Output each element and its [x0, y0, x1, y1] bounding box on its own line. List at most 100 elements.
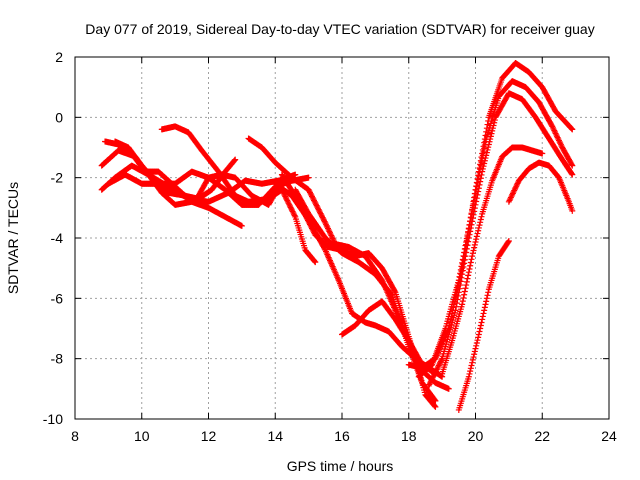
data-point [473, 339, 480, 346]
data-point [464, 275, 471, 282]
data-point [431, 396, 438, 403]
data-point [471, 208, 478, 215]
grid [75, 57, 609, 419]
data-point [318, 211, 325, 218]
data-point [434, 365, 441, 372]
data-point [485, 141, 492, 148]
series-track-14 [425, 90, 576, 389]
data-point [475, 188, 482, 195]
data-point [466, 231, 473, 238]
data-point [469, 359, 476, 366]
data-point [486, 138, 493, 145]
y-tick-label: -8 [51, 351, 64, 367]
data-point [306, 221, 313, 228]
data-point [305, 218, 312, 225]
data-point [285, 200, 292, 207]
data-point [305, 174, 312, 181]
data-point [491, 117, 498, 124]
data-point [464, 242, 471, 249]
data-point [480, 310, 487, 317]
data-point [465, 269, 472, 276]
data-point [470, 247, 477, 254]
data-point [469, 253, 476, 260]
data-point [476, 222, 483, 229]
data-point [310, 229, 317, 236]
data-point [477, 325, 484, 332]
data-point [569, 162, 576, 169]
data-point [320, 217, 327, 224]
data-point [284, 197, 291, 204]
data-point [453, 300, 460, 307]
data-point [320, 215, 327, 222]
data-point [568, 170, 575, 177]
data-point [467, 228, 474, 235]
data-point [284, 198, 291, 205]
data-point [467, 262, 474, 269]
data-point [568, 125, 575, 132]
series-track-13 [415, 78, 576, 380]
data-point [461, 256, 468, 263]
x-tick-label: 20 [468, 428, 484, 444]
y-axis-label: SDTVAR / TECUs [5, 182, 21, 294]
data-point [505, 239, 512, 246]
data-point [467, 368, 474, 375]
data-point [463, 282, 470, 289]
data-point [437, 358, 444, 365]
data-point [469, 250, 476, 257]
data-point [462, 253, 469, 260]
y-tick-label: -10 [43, 411, 63, 427]
data-point [231, 157, 238, 164]
data-point [459, 298, 466, 305]
data-point [473, 195, 480, 202]
y-tick-label: -6 [51, 290, 64, 306]
data-point [478, 159, 485, 166]
data-point [310, 228, 317, 235]
data-point [306, 220, 313, 227]
data-point [289, 208, 296, 215]
data-point [482, 155, 489, 162]
data-point [481, 160, 488, 167]
data-point [475, 227, 482, 234]
data-point [445, 385, 452, 392]
data-point [465, 373, 472, 380]
series-track-12 [405, 60, 576, 371]
x-tick-label: 16 [334, 428, 350, 444]
data-point [314, 205, 321, 212]
data-point [321, 218, 328, 225]
data-point [316, 209, 323, 216]
data-point [312, 201, 319, 208]
data-point [321, 245, 328, 252]
data-point [431, 370, 438, 377]
data-point [312, 200, 319, 207]
data-point [479, 313, 486, 320]
data-point [310, 197, 317, 204]
data-point [471, 351, 478, 358]
data-point [469, 218, 476, 225]
data-point [459, 301, 466, 308]
data-point [475, 334, 482, 341]
data-point [287, 204, 294, 211]
data-point [288, 207, 295, 214]
series-track-16 [455, 238, 512, 413]
data-point [460, 294, 467, 301]
series-track-8 [272, 180, 446, 380]
data-point [481, 307, 488, 314]
data-point [489, 125, 496, 132]
data-point [461, 260, 468, 267]
data-point [463, 278, 470, 285]
data-point [311, 258, 318, 265]
data-point [487, 133, 494, 140]
data-points [98, 60, 576, 413]
data-point [470, 211, 477, 218]
data-point [314, 203, 321, 210]
data-point [478, 319, 485, 326]
data-point [238, 222, 245, 229]
x-tick-label: 8 [71, 428, 79, 444]
data-point [456, 285, 463, 292]
data-point [459, 271, 466, 278]
data-point [455, 289, 462, 296]
data-point [290, 209, 297, 216]
data-point [469, 356, 476, 363]
data-point [473, 198, 480, 205]
data-point [477, 322, 484, 329]
